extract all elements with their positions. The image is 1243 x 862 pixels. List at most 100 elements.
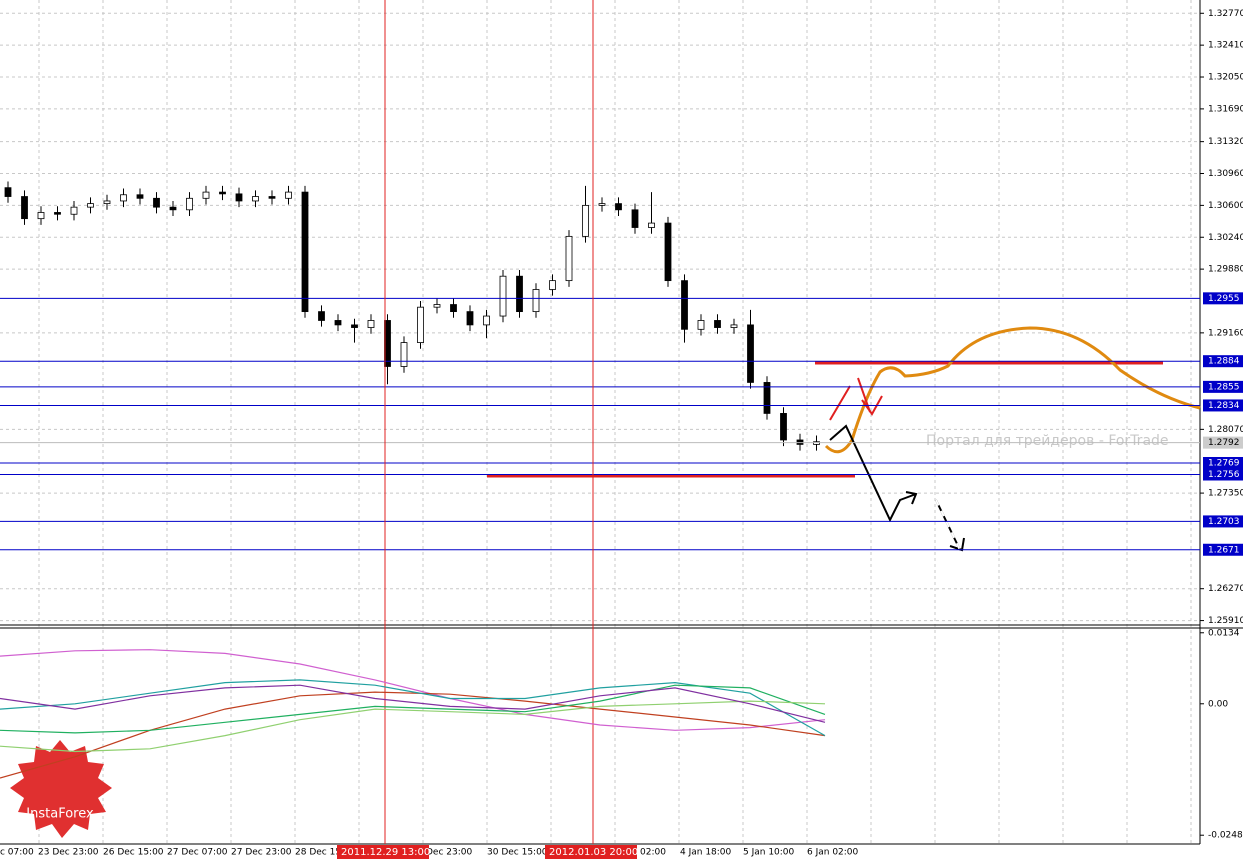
candle-body <box>54 212 61 215</box>
x-tick-label: 4 Jan 18:00 <box>680 848 732 858</box>
vline-box <box>545 845 637 859</box>
indicator-line <box>0 700 826 753</box>
x-tick-label: 27 Dec 23:00 <box>231 848 292 858</box>
dash-mask <box>935 499 961 551</box>
candle-body <box>549 280 556 290</box>
y-tick-label: 1.29160 <box>1208 328 1243 338</box>
logo-text: InstaForex <box>26 807 94 822</box>
level-label: 1.2756 <box>1208 470 1240 480</box>
y-tick-label: 1.32410 <box>1208 41 1243 51</box>
x-tick-label: c 07:00 <box>0 848 34 858</box>
candle-body <box>285 191 292 199</box>
y-tick-label: 1.31320 <box>1208 137 1243 147</box>
x-tick-label: 27 Dec 07:00 <box>167 848 228 858</box>
x-tick-label: 28 Dec 15 <box>295 848 341 858</box>
candle-body <box>532 289 540 313</box>
level-box <box>1203 399 1243 412</box>
forecast-curve <box>824 326 1201 454</box>
y-tick-label: 1.29880 <box>1208 265 1243 275</box>
level-box <box>1203 355 1243 368</box>
candle-body <box>400 342 408 367</box>
indicator-line <box>0 684 826 723</box>
x-tick-label: 6 Jan 02:00 <box>807 848 859 858</box>
candle-body <box>21 196 28 220</box>
candle-body <box>153 197 160 208</box>
candle-body <box>747 324 754 383</box>
y-tick-label: 1.30240 <box>1208 233 1243 243</box>
y-tick-label: 1.26270 <box>1208 584 1243 594</box>
level-box <box>1203 292 1243 305</box>
candle-body <box>87 203 94 208</box>
candle-body <box>681 280 688 330</box>
indicator-line <box>0 691 826 779</box>
level-label: 1.2955 <box>1208 294 1240 304</box>
candle-body <box>252 196 259 202</box>
y-tick-label: 1.27350 <box>1208 489 1243 499</box>
candle-body <box>136 194 144 199</box>
candle-body <box>351 324 358 328</box>
candle-body <box>483 315 490 326</box>
y-tick-label: 1.30960 <box>1208 169 1243 179</box>
candle-body <box>697 320 705 330</box>
candle-body <box>301 191 309 313</box>
drawn-arrow <box>829 424 965 552</box>
vline-label: 2011.12.29 13:00 <box>341 847 430 858</box>
y-tick-label: 1.28070 <box>1208 425 1243 435</box>
candle-body <box>615 203 622 211</box>
candle-body <box>582 204 589 237</box>
candle-body <box>235 193 243 202</box>
level-box <box>1203 380 1243 393</box>
drawn-arrow <box>829 377 883 421</box>
candle-body <box>631 209 639 228</box>
logo-badge <box>10 740 112 838</box>
price-box <box>1203 436 1243 449</box>
indicator-line <box>0 679 826 737</box>
candle-body <box>450 304 457 313</box>
vline-label: 2012.01.03 20:00 <box>549 847 638 858</box>
candle-body <box>219 191 226 195</box>
y-tick-label: 1.25910 <box>1208 616 1243 626</box>
level-box <box>1203 543 1243 556</box>
x-tick-label: Dec 23:00 <box>426 848 472 858</box>
y-tick-label: 0.00 <box>1208 699 1228 709</box>
y-tick-label: 1.32050 <box>1208 73 1243 83</box>
y-tick-label: 1.32770 <box>1208 9 1243 19</box>
candle-body <box>70 206 78 215</box>
watermark: Портал для трейдеров - ForTrade <box>926 433 1169 449</box>
candle-body <box>120 194 127 202</box>
x-tick-label: 30 Dec 15:00 <box>487 848 548 858</box>
candle-body <box>37 212 45 220</box>
logo: InstaForex <box>10 740 112 838</box>
indicator-line <box>0 649 826 731</box>
candle-body <box>516 275 523 313</box>
candle-body <box>268 196 276 199</box>
price-label: 1.2792 <box>1208 438 1240 448</box>
x-tick-label: 02:00 <box>640 848 666 858</box>
level-label: 1.2834 <box>1208 401 1240 411</box>
candle-body <box>565 235 573 282</box>
candle-body <box>334 320 342 326</box>
x-tick-label: 26 Dec 15:00 <box>103 848 164 858</box>
candle-body <box>202 191 210 199</box>
candle-body <box>318 311 325 321</box>
candle-body <box>648 222 655 228</box>
candle-body <box>664 222 672 282</box>
grid <box>0 0 1200 844</box>
level-label: 1.2703 <box>1208 517 1240 527</box>
candle-body <box>4 187 12 197</box>
candle-body <box>433 304 441 308</box>
level-label: 1.2671 <box>1208 545 1240 555</box>
y-tick-label: 1.31690 <box>1208 104 1243 114</box>
y-tick-label: 1.30600 <box>1208 201 1243 211</box>
candle-body <box>730 324 738 328</box>
y-tick-label: -0.0248 <box>1208 831 1243 841</box>
vline-box <box>337 845 429 859</box>
candle-body <box>598 203 606 206</box>
level-box <box>1203 468 1243 481</box>
candle-body <box>186 197 193 211</box>
candle-body <box>763 382 771 414</box>
candle-body <box>780 413 787 441</box>
level-box <box>1203 456 1243 469</box>
